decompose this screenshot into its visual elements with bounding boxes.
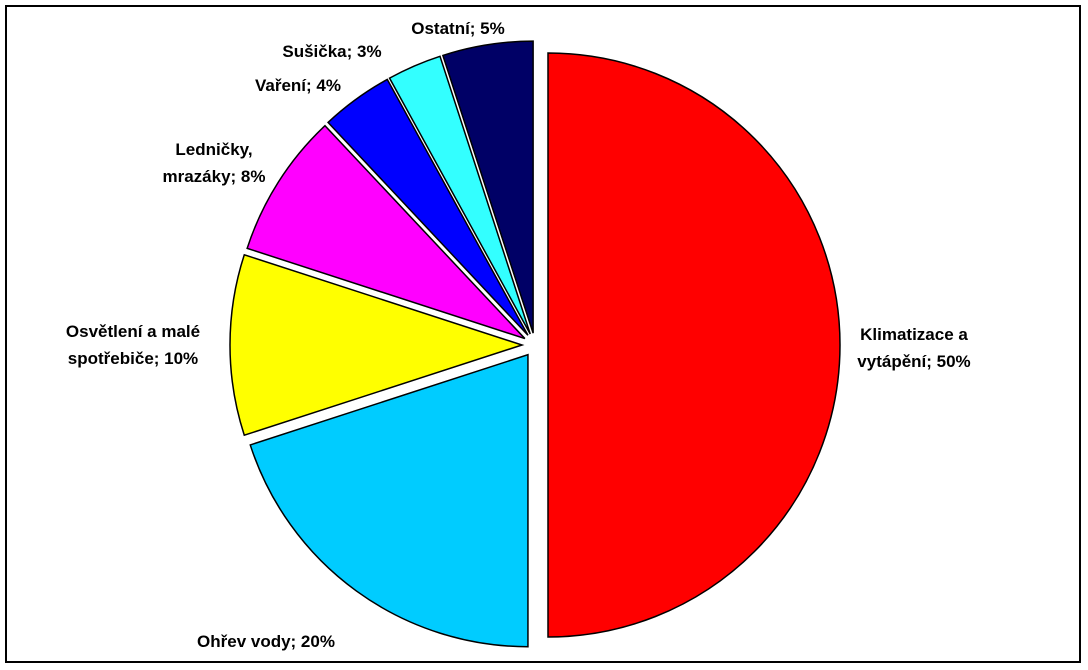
pie-slice — [547, 52, 841, 638]
pie-slice — [388, 55, 531, 335]
slice-data-label: Ledničky, mrazáky; 8% — [162, 140, 265, 186]
slice-data-label: Ohřev vody; 20% — [197, 632, 335, 651]
slice-label-line: Osvětlení a malé — [66, 322, 200, 341]
slice-label-line: Ostatní; 5% — [411, 19, 505, 38]
pie-slice — [326, 78, 529, 336]
slice-label-line: vytápění; 50% — [857, 352, 970, 371]
pie-slice — [246, 124, 526, 340]
slice-data-label: Vaření; 4% — [255, 76, 341, 95]
slice-data-label: Ostatní; 5% — [411, 19, 505, 38]
slice-label-line: Ledničky, — [175, 140, 252, 159]
chart-frame — [5, 5, 1081, 663]
pie-slice — [441, 40, 534, 334]
slice-label-line: Sušička; 3% — [282, 42, 381, 61]
pie-slice — [249, 353, 529, 648]
slice-data-label: Sušička; 3% — [282, 42, 381, 61]
slice-label-line: Vaření; 4% — [255, 76, 341, 95]
slice-label-line: spotřebiče; 10% — [68, 349, 198, 368]
pie-slice — [229, 253, 525, 437]
slice-data-label: Osvětlení a malé spotřebiče; 10% — [66, 322, 200, 368]
slice-label-line: mrazáky; 8% — [162, 167, 265, 186]
slice-data-label: Klimatizace a vytápění; 50% — [857, 325, 970, 371]
slice-label-line: Klimatizace a — [860, 325, 968, 344]
slice-label-line: Ohřev vody; 20% — [197, 632, 335, 651]
